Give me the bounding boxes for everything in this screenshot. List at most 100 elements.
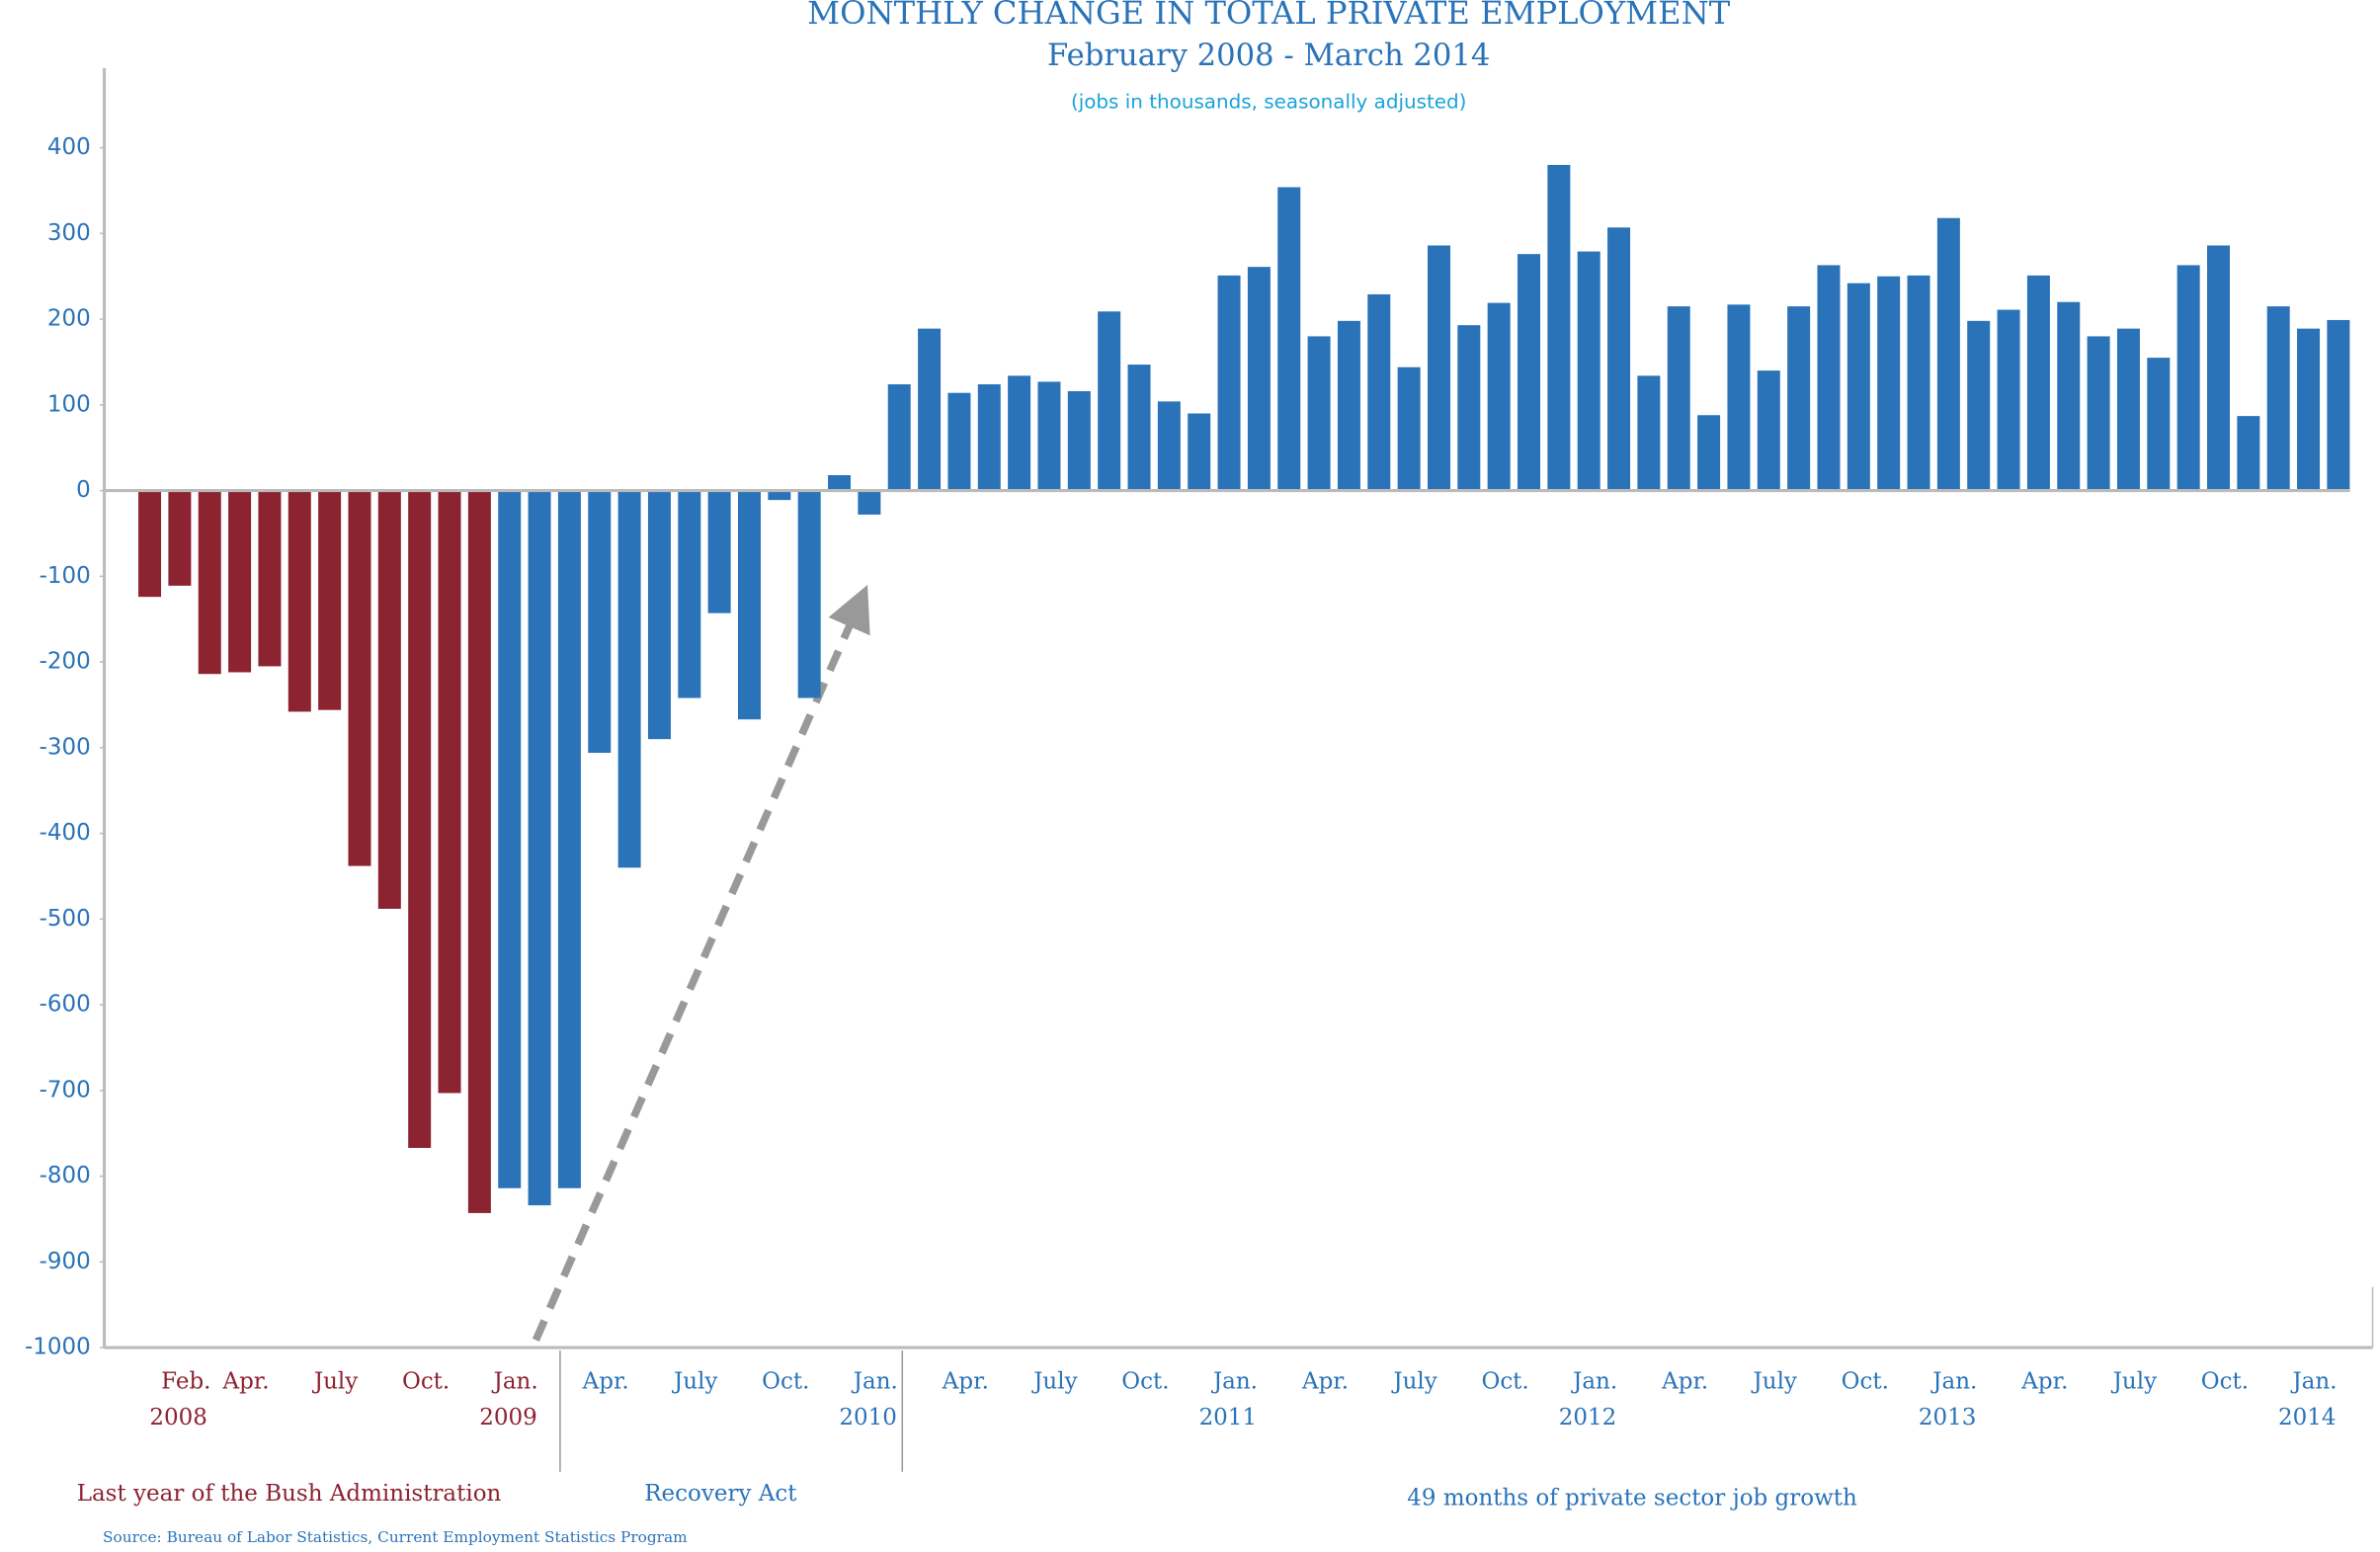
bar [528,490,551,1206]
x-tick-label: Jan. [2290,1368,2337,1394]
bar [2207,245,2230,491]
bar [1577,251,1600,491]
x-tick-label: Apr. [942,1368,989,1394]
x-tick-year: 2013 [1919,1405,1977,1430]
y-tick-label: -800 [40,1163,91,1188]
y-tick-label: 200 [47,306,91,332]
bar [1847,283,1870,491]
bar [737,490,761,720]
bar [1817,265,1841,491]
bar [768,490,791,501]
bar [1877,276,1901,491]
bar [1457,325,1481,491]
x-tick-label: Oct. [402,1368,450,1394]
bar [1157,401,1181,491]
x-tick-year: 2010 [839,1405,897,1430]
bar [1188,413,1211,491]
chart-note: (jobs in thousands, seasonally adjusted) [1071,91,1467,114]
bar [1397,367,1421,491]
bar [1277,187,1301,491]
bar [2057,301,2081,491]
y-tick-label: -600 [40,992,91,1018]
bar [258,490,282,667]
bar [1337,320,1360,491]
x-tick-label: Apr. [1301,1368,1349,1394]
x-tick-year: 2012 [1559,1405,1617,1430]
bar [2237,416,2260,491]
bar [138,490,162,598]
bar [2087,336,2110,491]
bar [1098,311,1121,491]
bar [1727,304,1751,491]
x-tick-label: Apr. [2020,1368,2068,1394]
x-tick-label: Oct. [1842,1368,1889,1394]
chart-subtitle: February 2008 - March 2014 [1047,39,1490,73]
x-tick-year: 2014 [2278,1405,2337,1430]
y-tick-label: -1000 [25,1335,91,1360]
x-tick-label: Oct. [1481,1368,1528,1394]
bar [287,490,311,712]
bar [1967,320,1991,491]
y-tick-label: -300 [40,734,91,760]
y-tick-label: -100 [40,563,91,589]
bar [2026,275,2050,491]
bar [1787,306,1811,491]
bar [1127,365,1151,491]
x-tick-year: 2011 [1199,1405,1258,1430]
bar [647,490,671,740]
bar [1757,370,1780,491]
bar [828,474,852,491]
bar [887,384,911,491]
annotation: 49 months of private sector job growth [1407,1485,1857,1511]
bar [498,490,522,1188]
bar [438,490,461,1094]
annotation: Last year of the Bush Administration [77,1481,502,1507]
x-tick-label: Jan. [1571,1368,1617,1394]
bar [1547,164,1571,491]
x-tick-label: Oct. [1121,1368,1169,1394]
y-tick-label: 300 [47,220,91,246]
bar [2147,358,2171,491]
x-tick-label: Apr. [221,1368,269,1394]
bar [707,490,731,613]
x-tick-label: Apr. [582,1368,629,1394]
y-tick-label: 400 [47,134,91,160]
bar [348,490,371,866]
bar [588,490,612,754]
x-tick-label: July [312,1368,358,1394]
bar [1936,217,1960,491]
bar [678,490,701,698]
bar [858,490,881,515]
bar [947,392,971,491]
bar [557,490,581,1188]
x-tick-label: Jan. [1211,1368,1258,1394]
bar [198,490,221,675]
bar [2176,265,2200,491]
bar [1307,336,1331,491]
x-tick-label: July [1752,1368,1797,1394]
x-tick-year: 2008 [149,1405,207,1430]
bar [977,384,1001,491]
y-tick-label: -900 [40,1249,91,1274]
x-tick-label: July [672,1368,717,1394]
bar [1067,390,1091,491]
y-tick-label: -700 [40,1077,91,1103]
bar [1247,267,1271,491]
x-tick-label: July [2111,1368,2157,1394]
bar [617,490,641,868]
y-tick-label: -400 [40,820,91,846]
bar [467,490,491,1213]
bar [1427,245,1450,491]
y-tick-label: 0 [76,477,91,503]
bar [1637,375,1661,491]
bar [797,490,821,698]
x-tick-label: Oct. [762,1368,809,1394]
bar [1997,309,2020,491]
bar [228,490,252,673]
bar [1607,227,1631,491]
x-tick-label: July [1031,1368,1077,1394]
chart-title: MONTHLY CHANGE IN TOTAL PRIVATE EMPLOYME… [807,0,1731,32]
bar [2297,328,2321,491]
bar [377,490,401,909]
bar [1367,293,1391,491]
